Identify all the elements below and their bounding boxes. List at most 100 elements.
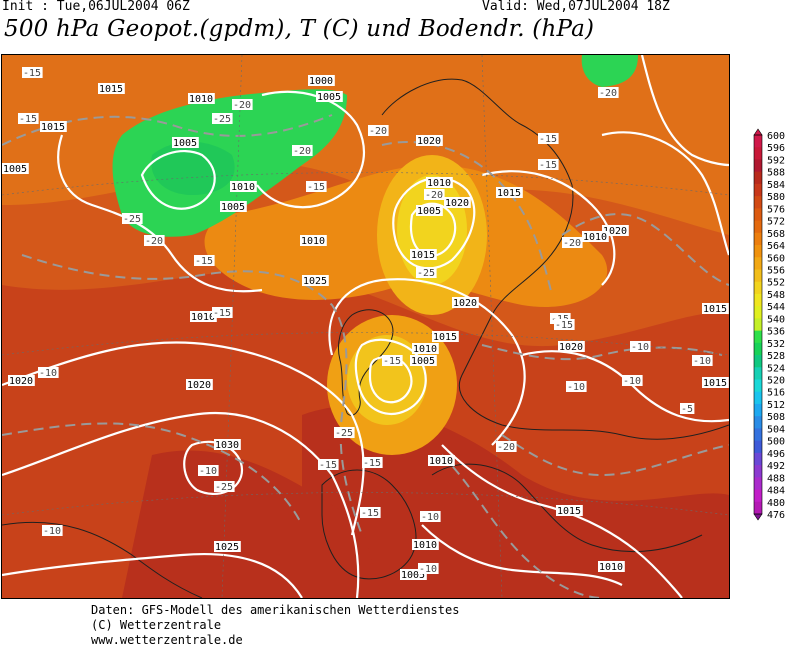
pressure-label-bg	[186, 379, 213, 390]
isobar-1010-east	[481, 170, 616, 286]
temperature-label-bg	[554, 319, 575, 330]
color-scale-swatch	[754, 245, 762, 258]
temperature-label: -15	[554, 319, 575, 331]
pressure-label-bg	[412, 343, 439, 354]
pressure-label-bg	[452, 297, 479, 308]
pressure-label-text: 1010	[413, 540, 437, 551]
pressure-label-bg	[702, 377, 729, 388]
pressure-label-bg	[230, 181, 257, 192]
color-scale-label: 552	[767, 278, 785, 289]
temperature-label-text: -20	[145, 236, 163, 247]
color-scale-label: 500	[767, 437, 785, 448]
temperature-label-text: -10	[421, 512, 439, 523]
isobar-1000-north	[256, 90, 365, 209]
pressure-label-text: 1015	[703, 304, 727, 315]
temperature-label-text: -15	[319, 460, 337, 471]
color-scale-label: 480	[767, 498, 785, 509]
color-scale-label: 532	[767, 339, 785, 350]
temperature-label: -20	[368, 125, 389, 137]
pressure-label-text: 1010	[231, 182, 255, 193]
temperature-label-text: -15	[555, 320, 573, 331]
pressure-label-text: 1005	[173, 138, 197, 149]
pressure-label-bg	[412, 539, 439, 550]
temperature-label: -10	[38, 367, 59, 379]
pressure-label: 1005	[2, 163, 29, 175]
temperature-label-text: -25	[417, 268, 435, 279]
pressure-label-text: 1010	[599, 562, 623, 573]
coastline-africa	[2, 521, 203, 598]
color-scale-swatch	[754, 477, 762, 491]
temperature-label: -10	[566, 381, 587, 393]
pressure-label-bg	[602, 225, 629, 236]
pressure-label: 1010	[426, 177, 453, 189]
pressure-label: 1010	[412, 539, 439, 551]
pressure-label-bg	[432, 331, 459, 342]
pressure-label-text: 1025	[215, 542, 239, 553]
isobar-1025	[2, 411, 360, 598]
isobar-1010-ne	[640, 55, 729, 167]
pressure-label-text: 1005	[317, 92, 341, 103]
temperature-label-text: -15	[19, 114, 37, 125]
pressure-label: 1015	[496, 187, 523, 199]
temperature-label-text: -20	[233, 100, 251, 111]
pressure-label-bg	[220, 201, 247, 212]
temperature-label-text: -15	[361, 508, 379, 519]
temperature-label-bg	[232, 99, 253, 110]
pressure-label-bg	[190, 311, 217, 322]
chart-title: 500 hPa Geopot.(gpdm), T (C) und Bodendr…	[4, 16, 595, 42]
temperature-label-bg	[144, 235, 165, 246]
pressure-label: 1015	[702, 377, 729, 389]
temperature-label-bg	[550, 313, 571, 324]
color-scale-label: 556	[767, 265, 785, 276]
color-scale-swatch	[754, 489, 762, 503]
pressure-label: 1020	[416, 135, 443, 147]
pressure-label-text: 1030	[215, 440, 239, 451]
temperature-label-text: -10	[43, 526, 61, 537]
temperature-label: -10	[630, 341, 651, 353]
isobar-1005-west	[140, 150, 216, 210]
temperature-label: -15	[318, 459, 339, 471]
temperature-label-bg	[194, 255, 215, 266]
color-scale-swatch	[754, 208, 762, 222]
color-scale-swatch	[754, 147, 762, 160]
color-scale-swatch	[754, 171, 762, 185]
pressure-label: 1010	[300, 235, 327, 247]
color-scale-label: 520	[767, 376, 785, 387]
temperature-label-text: -10	[693, 356, 711, 367]
pressure-label-text: 1015	[99, 84, 123, 95]
pressure-label-bg	[428, 455, 455, 466]
temperature-label-bg	[630, 341, 651, 352]
pressure-label-bg	[410, 249, 437, 260]
temperature-label-bg	[424, 189, 445, 200]
pressure-label: 1010	[582, 231, 609, 243]
temperature-label-text: -15	[539, 160, 557, 171]
isobar-1015-west	[57, 134, 263, 293]
temperature-label-text: -20	[497, 442, 515, 453]
temperature-label-text: -15	[23, 68, 41, 79]
pressure-label-text: 1015	[433, 332, 457, 343]
temperature-label: -25	[334, 427, 355, 439]
pressure-label: 1010	[598, 561, 625, 573]
color-scale-swatch	[754, 330, 762, 344]
pressure-label: 1025	[214, 541, 241, 553]
color-scale-label: 592	[767, 155, 785, 166]
color-scale-label: 584	[767, 180, 785, 191]
color-scale-swatch	[754, 379, 762, 393]
color-scale-swatch	[754, 391, 762, 405]
isotherm-neg10-south	[441, 454, 603, 598]
pressure-label-bg	[300, 235, 327, 246]
temperature-label-bg	[538, 133, 559, 144]
isobar-1025b	[2, 553, 303, 598]
pressure-label: 1020	[452, 297, 479, 309]
temperature-label-text: -15	[213, 308, 231, 319]
color-scale-swatch	[754, 281, 762, 295]
temperature-label: -20	[144, 235, 165, 247]
temperature-label: -20	[232, 99, 253, 111]
pressure-label-text: 1010	[301, 236, 325, 247]
color-scale-swatch	[754, 159, 762, 173]
color-scale-swatch	[754, 416, 762, 429]
temperature-label-bg	[362, 457, 383, 468]
temperature-label: -10	[42, 525, 63, 537]
temperature-label-text: -25	[123, 214, 141, 225]
